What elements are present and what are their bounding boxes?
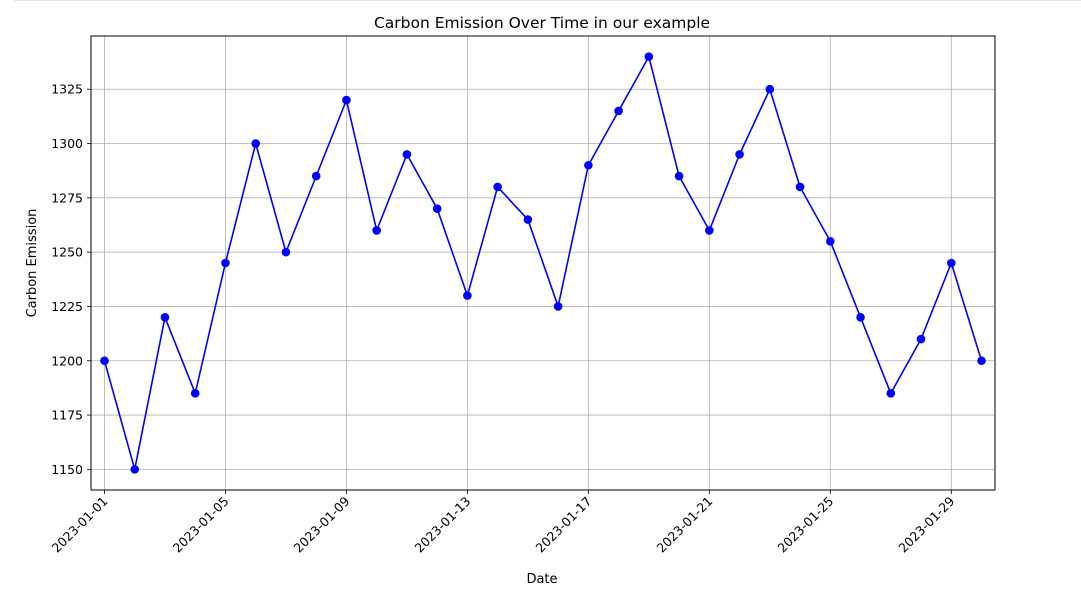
y-tick-label: 1325 xyxy=(51,82,83,97)
axes xyxy=(90,35,996,491)
data-point xyxy=(190,389,200,398)
y-tick-label: 1225 xyxy=(51,299,83,314)
data-point xyxy=(463,291,472,300)
y-tick-label: 1275 xyxy=(51,190,83,205)
x-tick-label: 2023-01-17 xyxy=(533,494,595,556)
chart-title: Carbon Emission Over Time in our example xyxy=(374,14,710,32)
data-point xyxy=(977,356,986,366)
data-point xyxy=(402,150,412,159)
data-point xyxy=(614,106,623,116)
data-point xyxy=(946,258,956,268)
data-point xyxy=(674,171,684,181)
y-tick-label: 1175 xyxy=(51,408,83,423)
data-point xyxy=(130,465,140,474)
plot-frame xyxy=(90,35,996,491)
y-tick-label: 1150 xyxy=(51,462,83,477)
data-point xyxy=(705,226,714,235)
x-tick-label: 2023-01-13 xyxy=(412,494,474,556)
data-point xyxy=(160,313,170,322)
y-axis-ticks: 1150 1175 1200 1225 1250 1275 1300 1325 xyxy=(51,82,91,477)
x-tick-label: 2023-01-01 xyxy=(49,494,111,556)
data-point xyxy=(856,313,865,322)
data-point xyxy=(372,226,381,235)
series-line xyxy=(103,55,983,471)
data-point xyxy=(100,356,109,366)
data-point xyxy=(886,389,896,398)
data-point xyxy=(221,258,230,268)
series-layer xyxy=(100,52,986,474)
data-point xyxy=(916,334,926,344)
x-tick-label: 2023-01-25 xyxy=(774,494,836,556)
data-point xyxy=(826,236,835,246)
x-tick-label: 2023-01-09 xyxy=(291,493,353,555)
data-point xyxy=(432,204,442,213)
y-axis-label: Carbon Emission xyxy=(25,209,40,318)
data-point xyxy=(584,160,593,170)
data-point xyxy=(251,139,260,148)
data-point xyxy=(342,95,351,105)
x-tick-label: 2023-01-29 xyxy=(895,493,957,555)
data-point xyxy=(523,215,533,224)
data-point xyxy=(553,302,563,311)
data-point xyxy=(765,84,775,94)
data-point xyxy=(281,247,291,257)
x-tick-label: 2023-01-21 xyxy=(653,494,715,556)
y-tick-label: 1250 xyxy=(51,245,83,260)
x-tick-label: 2023-01-05 xyxy=(170,494,232,556)
y-tick-label: 1300 xyxy=(51,136,83,151)
top-separator xyxy=(14,0,1081,1)
data-point xyxy=(795,182,805,192)
data-point xyxy=(644,52,654,61)
data-point xyxy=(311,171,321,181)
x-axis-ticks: 2023-01-01 2023-01-05 2023-01-09 2023-01-13… xyxy=(49,490,957,556)
x-axis-label: Date xyxy=(526,572,557,587)
data-point xyxy=(493,182,502,192)
y-tick-label: 1200 xyxy=(51,353,83,368)
data-point xyxy=(735,150,744,159)
